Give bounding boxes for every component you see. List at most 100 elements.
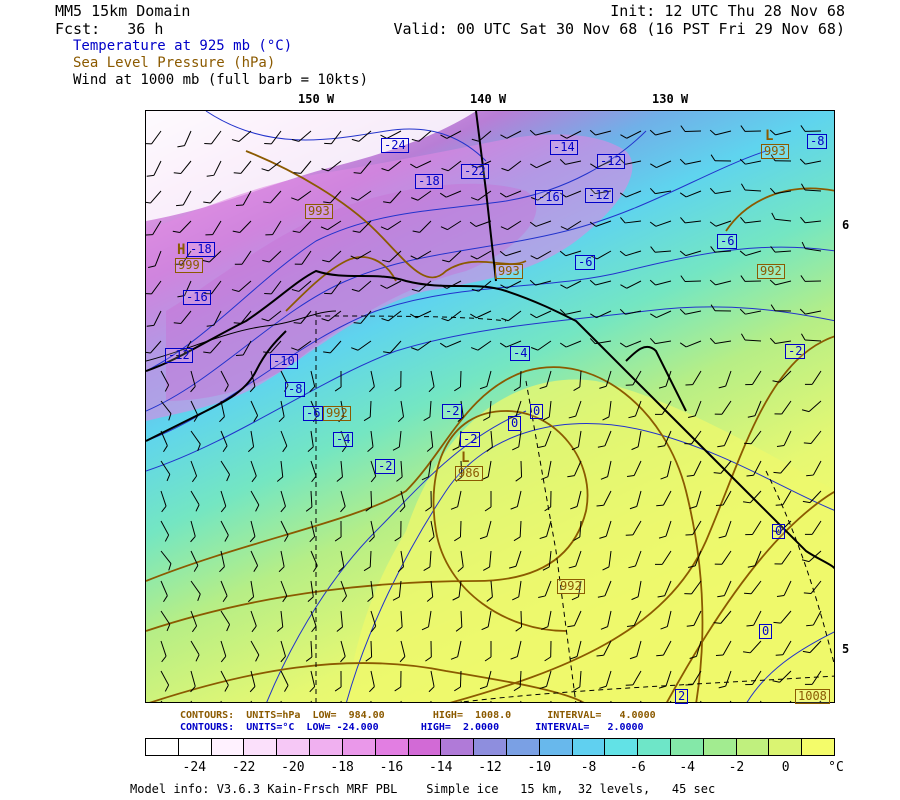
wind-barb xyxy=(739,308,762,315)
wind-barb xyxy=(324,280,342,295)
wind-barb xyxy=(656,490,672,507)
wind-barb xyxy=(512,430,522,451)
legend-wind: Wind at 1000 mb (full barb = 10kts) xyxy=(73,72,369,88)
wind-barb xyxy=(310,550,318,573)
wind-barb xyxy=(470,310,492,319)
wind-barb xyxy=(380,130,402,139)
wind-barb xyxy=(559,190,582,198)
wind-barb xyxy=(567,610,582,628)
wind-barb xyxy=(160,550,172,571)
wind-barb xyxy=(776,430,792,447)
wind-barb xyxy=(544,640,552,662)
wind-barb xyxy=(234,250,252,265)
wind-barb xyxy=(513,370,522,392)
colorbar-swatch xyxy=(802,739,835,755)
wind-barb xyxy=(542,550,552,571)
wind-barb xyxy=(411,340,432,351)
wind-barb xyxy=(590,250,612,260)
wind-barb xyxy=(800,183,822,192)
wind-barb xyxy=(530,310,552,319)
wind-barb xyxy=(688,400,702,418)
wind-barb xyxy=(499,340,522,348)
wind-barb xyxy=(713,460,732,474)
wind-barb xyxy=(206,160,222,177)
wind-barb xyxy=(679,190,702,198)
wind-barb xyxy=(440,130,462,139)
colorbar xyxy=(145,738,835,756)
wind-barb xyxy=(602,550,612,571)
colorbar-tick-label: -14 xyxy=(428,760,453,775)
wind-barb xyxy=(660,460,672,480)
wind-barb xyxy=(599,520,612,539)
wind-barb xyxy=(203,340,222,354)
wind-barb xyxy=(541,610,552,630)
wind-barb xyxy=(471,280,492,292)
wind-barb xyxy=(365,490,373,512)
wind-barb xyxy=(570,640,582,660)
pressure-label: 993 xyxy=(305,204,333,219)
temp-label: 0 xyxy=(772,524,786,539)
wind-barb xyxy=(568,400,582,419)
wind-barb xyxy=(717,430,732,448)
wind-barb xyxy=(806,610,822,627)
wind-barb xyxy=(685,670,702,686)
wind-barb xyxy=(718,520,732,539)
pressure-label: 993 xyxy=(495,264,523,279)
wind-barb xyxy=(804,670,822,685)
wind-barb xyxy=(660,610,672,630)
wind-barb xyxy=(602,400,612,421)
wind-barb xyxy=(772,520,792,533)
wind-barb xyxy=(739,250,762,257)
lon-label-130w: 130 W xyxy=(652,92,689,106)
wind-barb xyxy=(249,670,256,693)
wind-barb xyxy=(220,370,229,392)
wind-barb xyxy=(626,460,642,478)
pressure-label: 986 xyxy=(455,466,483,481)
wind-barb xyxy=(425,640,432,662)
wind-barb xyxy=(382,250,402,263)
wind-barb xyxy=(772,670,792,683)
wind-barb xyxy=(396,610,403,632)
wind-barb xyxy=(278,550,285,573)
wind-barb xyxy=(479,520,492,540)
wind-barb xyxy=(293,160,312,174)
wind-barb xyxy=(658,370,672,389)
colorbar-swatch xyxy=(244,739,278,755)
wind-barb xyxy=(261,160,282,172)
wind-barbs xyxy=(146,125,822,702)
wind-barb xyxy=(770,154,792,162)
wind-barb xyxy=(806,460,822,477)
wind-barb xyxy=(351,340,372,351)
wind-barb xyxy=(439,190,462,198)
wind-barb xyxy=(801,241,822,252)
wind-barb xyxy=(689,640,702,659)
wind-barb xyxy=(351,280,372,292)
wind-barb xyxy=(321,160,342,172)
wind-barb xyxy=(747,550,762,568)
wind-barb xyxy=(146,280,162,295)
wind-barb xyxy=(559,308,582,315)
wind-barb xyxy=(231,280,252,292)
wind-barb xyxy=(560,280,582,289)
wind-barb xyxy=(205,220,222,236)
wind-barb xyxy=(658,520,672,539)
wind-barb xyxy=(190,580,201,601)
wind-barb xyxy=(709,129,732,136)
wind-barb xyxy=(530,160,552,169)
wind-barb xyxy=(232,220,252,233)
wind-barb xyxy=(394,670,402,692)
wind-barb xyxy=(769,129,792,136)
domain-title: MM5 15km Domain xyxy=(55,2,191,20)
wind-barb xyxy=(710,246,732,253)
wind-barb xyxy=(190,670,196,693)
wind-barb xyxy=(709,279,732,286)
wind-barb xyxy=(743,490,762,504)
wind-barb xyxy=(481,460,492,481)
forecast-hour: Fcst: 36 h xyxy=(55,20,164,38)
wind-barb xyxy=(625,520,642,536)
wind-barb xyxy=(442,250,462,263)
wind-barb xyxy=(190,430,201,451)
wind-barb xyxy=(202,250,222,263)
wind-barb xyxy=(745,670,762,686)
wind-barb xyxy=(250,550,259,572)
